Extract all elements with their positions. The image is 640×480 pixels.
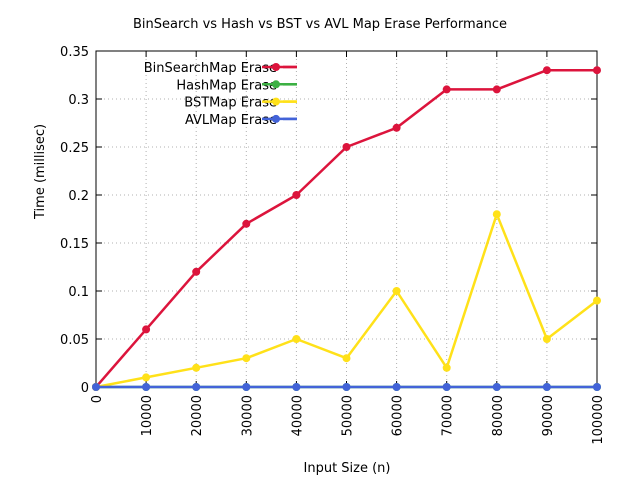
data-point [242,354,251,363]
data-point [142,373,151,382]
legend-marker [272,80,280,89]
data-point [392,123,401,132]
y-tick-label: 0.35 [60,45,89,60]
x-tick-label: 70000 [441,395,456,436]
series-group [92,66,601,391]
y-tick-label: 0.2 [68,189,89,204]
data-point [242,383,251,391]
data-point [492,210,501,219]
x-axis-label: Input Size (n) [303,461,391,476]
legend-label: BinSearchMap Erase [144,61,277,76]
data-point [292,383,301,391]
grid-lines [96,51,597,387]
y-tick-label: 0.15 [60,237,89,252]
x-tick-label: 80000 [491,395,506,436]
y-tick-label: 0.1 [68,285,89,300]
data-point [192,267,201,276]
x-tick-label: 20000 [190,395,205,436]
data-point [593,66,601,75]
data-point [342,354,351,363]
y-tick-label: 0.25 [60,141,89,156]
y-tick-label: 0 [81,381,89,396]
chart-title: BinSearch vs Hash vs BST vs AVL Map Eras… [133,17,507,32]
data-point [442,85,451,94]
legend-label: AVLMap Erase [185,113,277,128]
data-point [142,383,151,391]
data-point [242,219,251,228]
data-point [593,296,601,305]
data-point [442,363,451,372]
data-point [492,383,501,391]
data-point [542,383,551,391]
legend-marker [272,97,280,106]
x-tick-label: 0 [90,395,105,403]
legend: BinSearchMap Erase HashMap Erase BSTMap Er… [144,61,297,128]
legend-marker [272,63,280,71]
data-point [442,383,451,391]
data-point [392,383,401,391]
data-point [593,383,601,391]
x-tick-label: 30000 [240,395,255,436]
data-point [492,85,501,94]
data-point [292,191,301,199]
data-point [142,325,151,334]
data-point [192,363,201,372]
data-point [392,287,401,295]
x-tick-label: 100000 [591,395,606,445]
data-point [342,143,351,151]
data-point [292,335,301,343]
y-tick-label: 0.05 [60,333,89,348]
y-tick-label: 0.3 [68,93,89,108]
tick-labels: 0 0.05 0.1 0.15 0.2 0.25 0.3 0.35 0 10000 20000 300… [60,45,606,445]
data-point [542,335,551,343]
x-tick-label: 50000 [341,395,356,436]
legend-label: BSTMap Erase [184,96,277,111]
legend-label: HashMap Erase [176,78,277,93]
x-tick-label: 60000 [391,395,406,436]
legend-marker [272,114,280,123]
data-point [192,383,201,391]
data-point [542,66,551,75]
data-point [342,383,351,391]
x-tick-label: 10000 [140,395,155,436]
data-point [92,383,100,391]
x-tick-label: 40000 [290,395,305,436]
x-tick-label: 90000 [541,395,556,436]
